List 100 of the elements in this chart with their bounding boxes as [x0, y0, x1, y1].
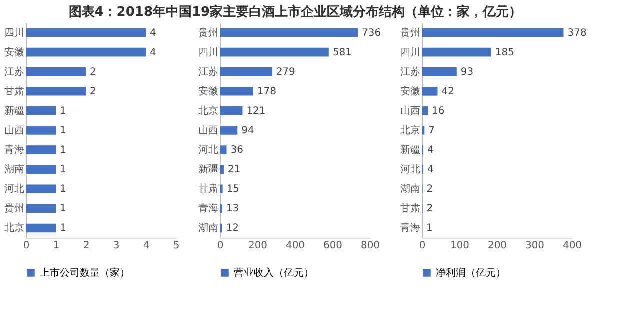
bar: [26, 184, 56, 194]
bar: [220, 126, 238, 135]
x-tick-label: 300: [525, 240, 545, 252]
y-tick-label: 新疆: [198, 164, 218, 176]
y-tick-label: 河北: [198, 144, 218, 156]
data-label: 185: [495, 47, 514, 58]
y-tick-label: 甘肃: [198, 183, 218, 196]
data-label: 12: [226, 223, 239, 234]
y-tick-label: 青海: [4, 144, 24, 156]
text: 图表4：2018年中国19家主要白酒上市企业区域分布结构（单位：家，亿元）: [68, 4, 522, 20]
data-label: 121: [246, 106, 266, 117]
data-label: 1: [426, 223, 433, 234]
y-tick-label: 甘肃: [400, 202, 420, 215]
x-tick-label: 0: [419, 240, 426, 252]
bar: [422, 106, 428, 116]
data-label: 1: [60, 184, 66, 196]
x-tick-label: 600: [323, 240, 343, 252]
bar: [26, 204, 56, 214]
data-label: 36: [230, 145, 244, 156]
y-tick-label: 湖南: [4, 164, 24, 176]
data-label: 2: [426, 204, 434, 215]
y-tick-label: 北京: [400, 124, 420, 136]
y-tick-label: 安徽: [198, 85, 218, 98]
bar: [26, 87, 86, 96]
bar: [26, 126, 56, 135]
y-tick-label: 河北: [4, 183, 24, 196]
y-tick-label: 安徽: [400, 85, 420, 98]
data-label: 4: [150, 28, 156, 39]
bar: [26, 106, 56, 116]
bar: [26, 224, 56, 233]
x-tick-label: 400: [286, 240, 306, 252]
bar: [220, 146, 227, 154]
data-label: 2: [90, 86, 96, 98]
y-tick-label: 四川: [198, 46, 218, 58]
legend-label: 净利润（亿元）: [436, 267, 506, 279]
data-label: 4: [428, 164, 434, 176]
data-label: 94: [242, 126, 254, 136]
x-tick-label: 0: [217, 240, 224, 252]
data-label: 581: [332, 47, 352, 58]
data-label: 1: [60, 126, 66, 136]
y-tick-label: 山西: [4, 124, 24, 136]
x-tick-label: 2: [83, 240, 90, 252]
bar: [26, 67, 86, 76]
bar: [422, 28, 564, 38]
bar: [422, 87, 438, 96]
x-tick-label: 200: [488, 240, 508, 252]
bar: [26, 28, 146, 38]
y-tick-label: 青海: [400, 222, 420, 234]
data-label: 21: [228, 164, 241, 176]
bar: [26, 146, 56, 154]
y-tick-label: 新疆: [400, 144, 420, 156]
x-tick-label: 400: [562, 240, 582, 252]
x-tick-label: 3: [113, 240, 120, 252]
data-label: 15: [226, 184, 240, 196]
data-label: 7: [428, 126, 435, 136]
y-tick-label: 北京: [198, 104, 218, 117]
data-label: 16: [432, 106, 445, 117]
data-label: 2: [90, 66, 96, 78]
data-label: 2: [426, 184, 434, 196]
y-tick-label: 河北: [400, 164, 420, 176]
data-label: 1: [60, 204, 66, 215]
data-label: 1: [60, 145, 66, 156]
data-label: 93: [460, 66, 474, 78]
y-tick-label: 江苏: [4, 66, 24, 78]
y-tick-label: 山西: [198, 124, 218, 136]
y-tick-label: 贵州: [4, 202, 24, 215]
x-tick-label: 200: [248, 240, 268, 252]
y-tick-label: 甘肃: [4, 85, 24, 98]
bar: [220, 165, 224, 174]
data-label: 4: [428, 145, 434, 156]
x-tick-label: 4: [143, 240, 150, 252]
data-label: 1: [60, 223, 66, 234]
y-tick-label: 江苏: [198, 66, 218, 78]
data-label: 736: [362, 28, 382, 39]
data-label: 378: [568, 28, 587, 39]
bar: [220, 87, 254, 96]
data-label: 4: [150, 47, 156, 58]
data-label: 42: [442, 86, 454, 98]
data-label: 1: [60, 106, 66, 117]
y-tick-label: 四川: [400, 46, 420, 58]
bar: [220, 28, 358, 38]
legend-label: 营业收入（亿元）: [234, 267, 314, 279]
y-tick-label: 江苏: [400, 66, 420, 78]
x-tick-label: 100: [450, 240, 470, 252]
y-tick-label: 贵州: [198, 26, 218, 39]
data-label: 1: [60, 164, 66, 176]
y-tick-label: 山西: [400, 104, 420, 117]
y-tick-label: 四川: [4, 26, 24, 39]
bar: [422, 48, 492, 57]
bar: [422, 67, 457, 76]
bar: [422, 126, 425, 135]
x-tick-label: 1: [53, 240, 60, 252]
data-label: 178: [257, 86, 276, 98]
y-tick-label: 安徽: [4, 46, 24, 58]
y-tick-label: 贵州: [400, 26, 420, 39]
bar: [26, 48, 146, 57]
data-label: 13: [226, 204, 240, 215]
x-tick-label: 0: [23, 240, 30, 252]
x-tick-label: 800: [360, 240, 380, 252]
y-tick-label: 青海: [198, 202, 218, 215]
